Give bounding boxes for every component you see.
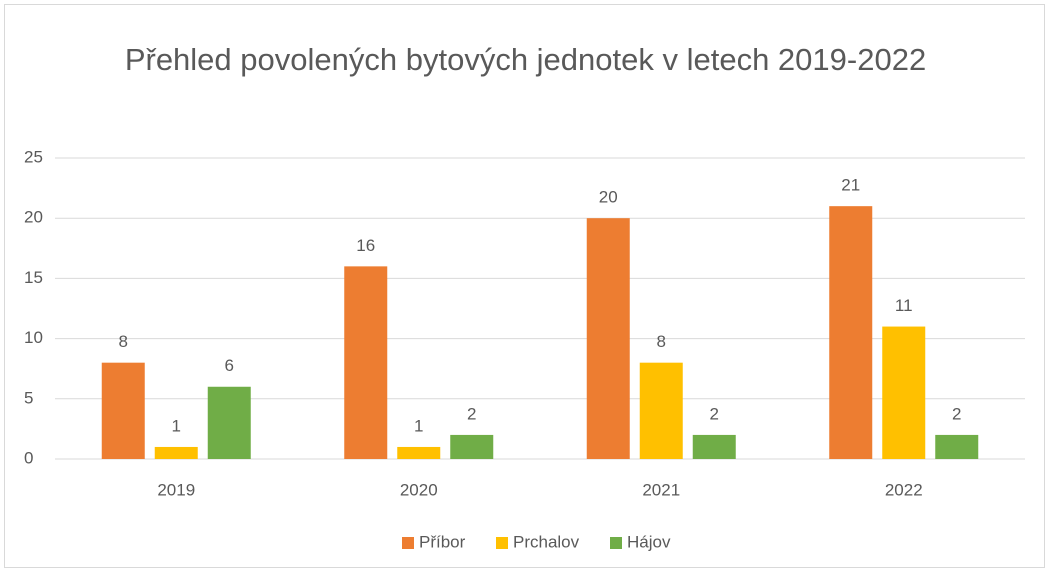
legend-label: Prchalov xyxy=(513,532,580,551)
y-tick-label: 20 xyxy=(24,208,43,227)
bar xyxy=(450,434,494,459)
bar xyxy=(829,206,873,459)
bar xyxy=(154,446,198,459)
y-tick-label: 25 xyxy=(24,147,43,166)
data-label: 2 xyxy=(710,404,719,423)
y-tick-label: 15 xyxy=(24,268,43,287)
bar xyxy=(935,434,979,459)
bar xyxy=(344,266,388,459)
data-label: 1 xyxy=(172,416,181,435)
legend-swatch xyxy=(496,537,508,549)
bar xyxy=(101,362,145,459)
bar xyxy=(586,218,630,459)
data-label: 1 xyxy=(414,416,423,435)
legend-swatch xyxy=(610,537,622,549)
bar xyxy=(207,386,251,459)
bar xyxy=(882,326,926,459)
y-tick-label: 0 xyxy=(24,448,33,467)
x-tick-label: 2021 xyxy=(642,480,680,499)
chart-frame xyxy=(4,4,1045,568)
y-tick-label: 5 xyxy=(24,388,33,407)
data-label: 2 xyxy=(952,404,961,423)
data-label: 21 xyxy=(841,176,860,195)
legend-swatch xyxy=(402,537,414,549)
legend-label: Příbor xyxy=(419,532,466,551)
x-tick-label: 2019 xyxy=(157,480,195,499)
x-tick-label: 2020 xyxy=(400,480,438,499)
data-label: 11 xyxy=(895,296,913,315)
data-label: 6 xyxy=(225,356,234,375)
data-label: 8 xyxy=(657,332,666,351)
bar xyxy=(692,434,736,459)
bar xyxy=(639,362,683,459)
chart-title: Přehled povolených bytových jednotek v l… xyxy=(124,42,927,77)
legend-label: Hájov xyxy=(627,532,671,551)
bar xyxy=(397,446,441,459)
data-label: 20 xyxy=(599,188,618,207)
data-label: 2 xyxy=(467,404,476,423)
data-label: 16 xyxy=(356,236,375,255)
data-label: 8 xyxy=(119,332,128,351)
y-tick-label: 10 xyxy=(24,328,43,347)
x-tick-label: 2022 xyxy=(885,480,923,499)
